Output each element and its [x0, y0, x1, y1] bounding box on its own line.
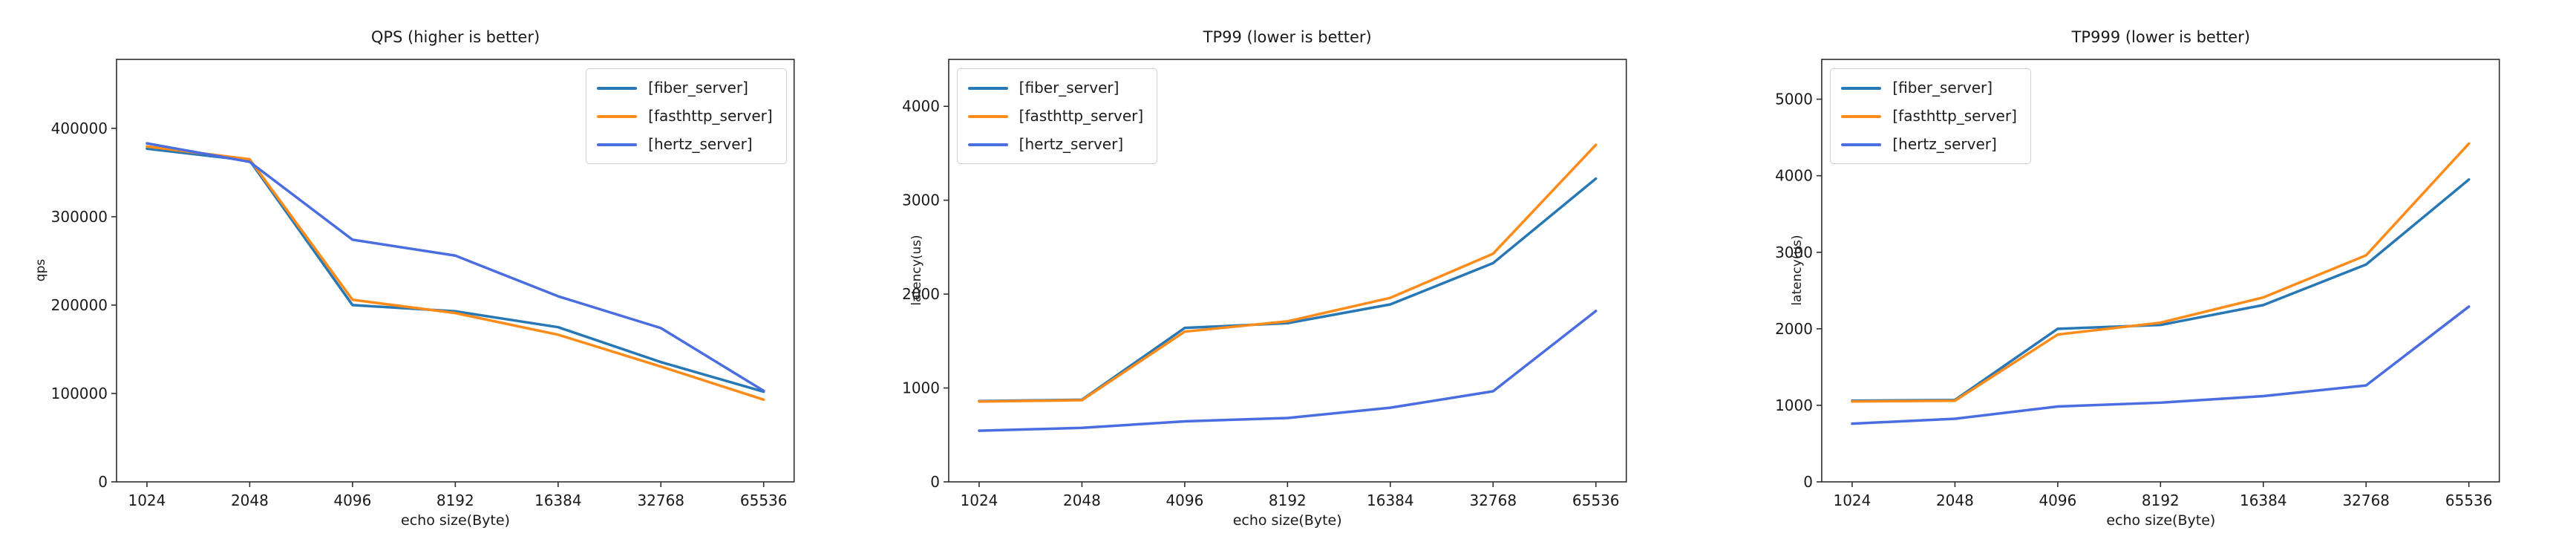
legend-item: [fiber_server] — [1841, 79, 2017, 97]
y-tick-label: 5000 — [1775, 91, 1813, 108]
legend-item: [hertz_server] — [967, 135, 1144, 154]
x-axis-label: echo size(Byte) — [2106, 512, 2216, 529]
x-tick-label: 8192 — [2142, 492, 2180, 509]
legend-item: [fiber_server] — [967, 79, 1144, 97]
legend-label: [fiber_server] — [1019, 79, 1119, 97]
line-fiber-server — [977, 177, 1598, 403]
legend-label: [fiber_server] — [648, 79, 748, 97]
x-tick-label: 32768 — [2343, 492, 2390, 509]
legend-label: [fasthttp_server] — [648, 107, 773, 125]
legend-swatch — [1841, 143, 1882, 146]
x-tick-label: 65536 — [1572, 492, 1620, 509]
x-tick-label: 4096 — [1166, 492, 1203, 509]
x-tick-label: 65536 — [740, 492, 788, 509]
x-tick-label: 1024 — [1834, 492, 1871, 509]
legend-item: [hertz_server] — [1841, 135, 2017, 154]
x-tick-label: 32768 — [1469, 492, 1517, 509]
legend-swatch — [597, 114, 638, 118]
legend: [fiber_server] [fasthttp_server] [hertz_se… — [1830, 68, 2031, 164]
legend-label: [fasthttp_server] — [1892, 107, 2017, 125]
y-tick-label: 3000 — [902, 192, 940, 209]
chart-tp99: 0 1000 2000 3000 4000 1024 2048 4096 8192 16384 32… — [859, 0, 1718, 542]
legend-swatch — [967, 114, 1008, 118]
y-axis-label: latency(us) — [909, 235, 924, 306]
legend: [fiber_server] [fasthttp_server] [hertz_se… — [956, 68, 1158, 164]
chart-tp999: 0 1000 2000 3000 4000 5000 1024 2048 4096 8192 163… — [1717, 0, 2576, 542]
line-fiber-server — [146, 147, 765, 394]
line-fasthttp-server — [977, 143, 1598, 403]
line-hertz-server — [146, 142, 765, 393]
legend-swatch — [1841, 86, 1882, 90]
y-tick-label: 0 — [930, 473, 940, 491]
legend-swatch — [967, 86, 1008, 90]
y-tick-label: 0 — [98, 473, 108, 491]
y-tick-label: 4000 — [902, 97, 940, 115]
x-tick-label: 16384 — [2240, 492, 2287, 509]
y-tick-label: 1000 — [902, 379, 940, 397]
y-tick-label: 2000 — [902, 285, 940, 303]
line-fasthttp-server — [1851, 142, 2471, 403]
y-axis-label: latency(us) — [1790, 235, 1805, 306]
x-tick-label: 2048 — [231, 492, 269, 509]
x-tick-label: 4096 — [333, 492, 371, 509]
legend-item: [fasthttp_server] — [967, 107, 1144, 125]
legend-item: [hertz_server] — [597, 135, 773, 154]
x-tick-label: 1024 — [128, 492, 166, 509]
x-tick-label: 2048 — [1063, 492, 1101, 509]
legend-label: [fiber_server] — [1892, 79, 1993, 97]
legend-swatch — [1841, 114, 1882, 118]
plot-area-qps: 0 100000 200000 300000 400000 1024 2048 4096 819… — [51, 59, 795, 509]
y-tick-label: 300000 — [51, 208, 108, 226]
plot-area-tp999: 0 1000 2000 3000 4000 5000 1024 2048 4096 8192 163… — [1775, 59, 2500, 509]
y-tick-label: 100000 — [51, 385, 108, 402]
line-fasthttp-server — [146, 145, 765, 402]
x-tick-label: 4096 — [2039, 492, 2077, 509]
legend-item: [fasthttp_server] — [597, 107, 773, 125]
y-tick-label: 0 — [1804, 473, 1814, 491]
chart-title: TP99 (lower is better) — [1203, 28, 1372, 46]
line-hertz-server — [1851, 305, 2471, 425]
x-tick-label: 8192 — [1269, 492, 1307, 509]
legend-item: [fiber_server] — [597, 79, 773, 97]
y-tick-label: 2000 — [1775, 320, 1813, 338]
x-tick-label: 32768 — [637, 492, 684, 509]
legend-label: [hertz_server] — [1019, 135, 1124, 153]
chart-qps: 0 100000 200000 300000 400000 1024 2048 4096 819… — [0, 0, 859, 542]
y-tick-label: 400000 — [51, 120, 108, 137]
x-tick-label: 16384 — [1367, 492, 1414, 509]
chart-title: QPS (higher is better) — [370, 28, 540, 46]
x-tick-label: 8192 — [437, 492, 474, 509]
y-tick-label: 4000 — [1775, 167, 1813, 185]
legend-swatch — [597, 143, 638, 146]
legend-label: [hertz_server] — [648, 135, 753, 153]
line-fiber-server — [1851, 178, 2471, 402]
legend-swatch — [967, 143, 1008, 146]
legend-item: [fasthttp_server] — [1841, 107, 2017, 125]
x-tick-label: 16384 — [535, 492, 582, 509]
x-tick-label: 1024 — [960, 492, 998, 509]
y-tick-label: 1000 — [1775, 396, 1813, 414]
y-tick-label: 200000 — [51, 296, 108, 314]
line-hertz-server — [977, 310, 1598, 432]
legend-label: [hertz_server] — [1892, 135, 1997, 153]
legend-swatch — [597, 86, 638, 90]
y-axis-label: qps — [33, 258, 48, 282]
chart-title: TP999 (lower is better) — [2071, 28, 2251, 46]
legend-label: [fasthttp_server] — [1019, 107, 1144, 125]
x-tick-label: 65536 — [2445, 492, 2493, 509]
y-tick-label: 3000 — [1775, 244, 1813, 261]
x-axis-label: echo size(Byte) — [1232, 512, 1342, 529]
legend: [fiber_server] [fasthttp_server] [hertz_se… — [586, 68, 787, 164]
plot-area-tp99: 0 1000 2000 3000 4000 1024 2048 4096 8192 16384 32… — [902, 59, 1627, 509]
x-tick-label: 2048 — [1936, 492, 1974, 509]
x-axis-label: echo size(Byte) — [401, 512, 510, 529]
